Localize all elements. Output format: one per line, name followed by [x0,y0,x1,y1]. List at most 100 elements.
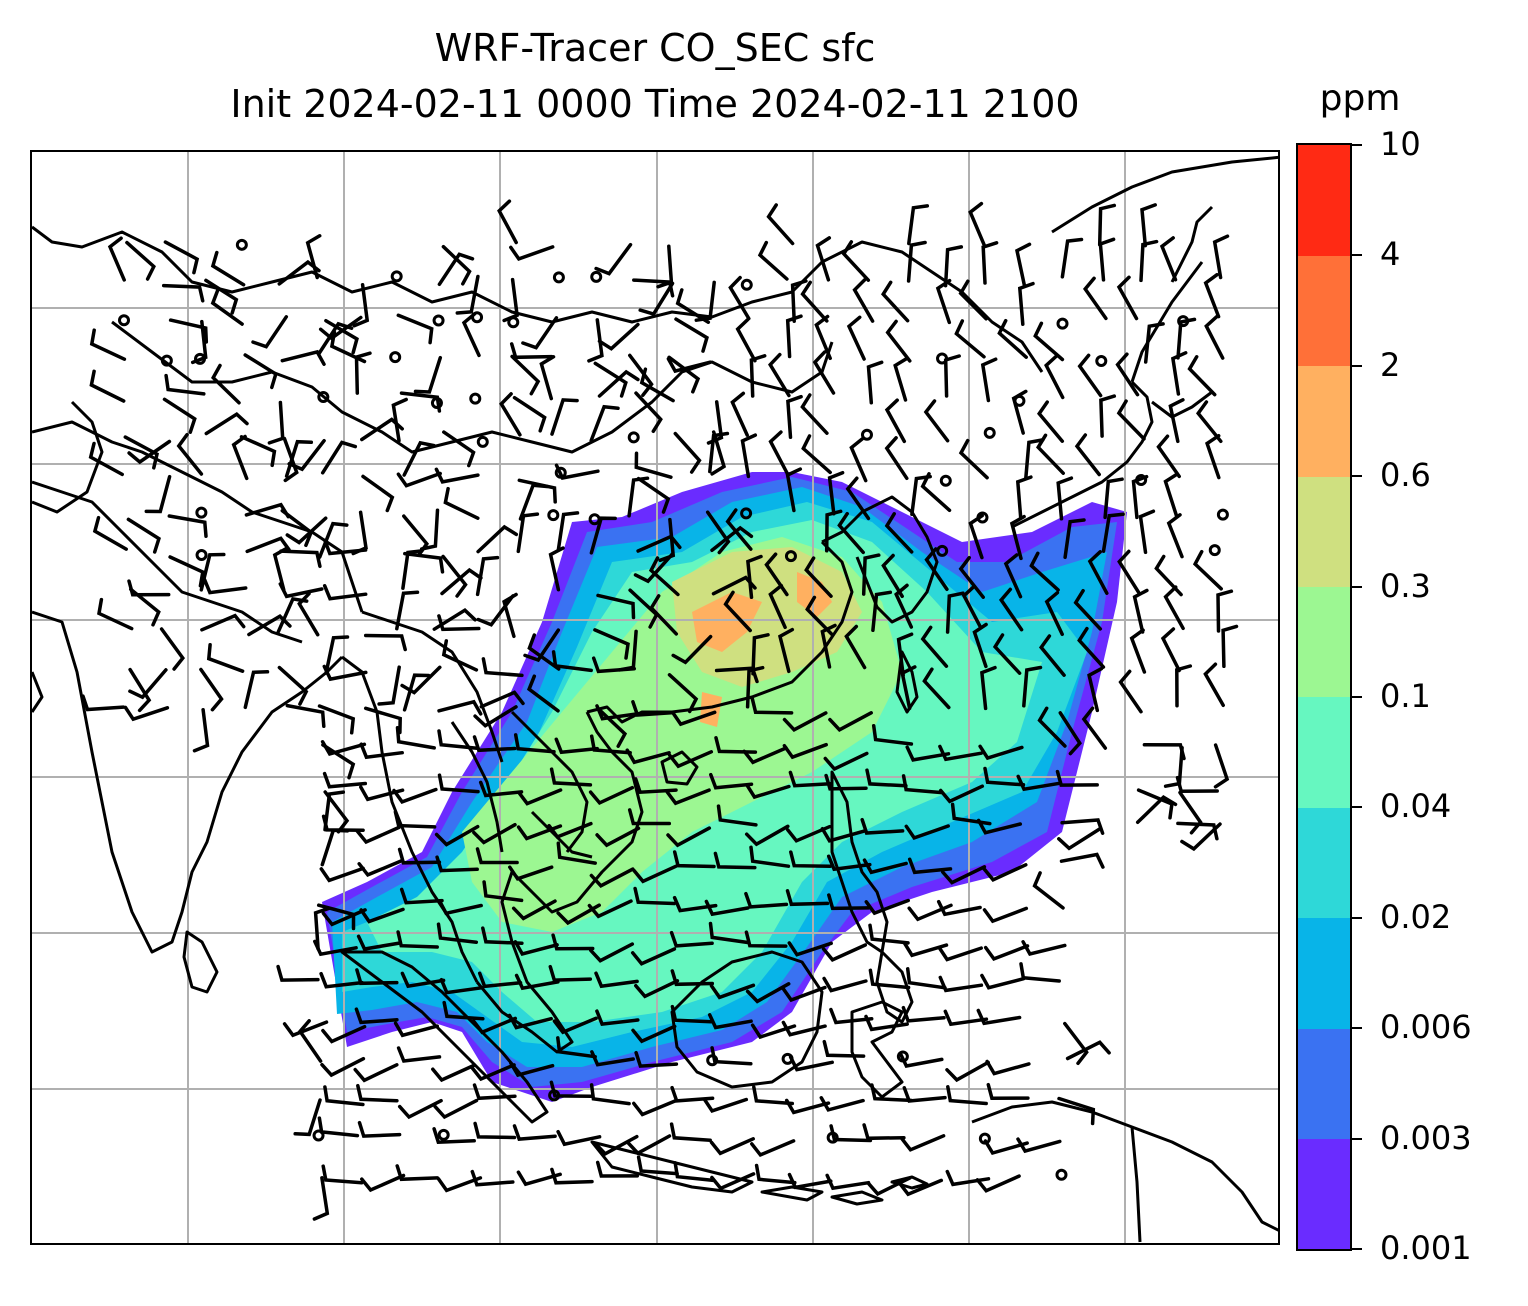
wind-barb [361,474,395,513]
wind-barb [744,824,790,847]
wind-barb [396,1046,442,1063]
wind-barb [1024,438,1045,480]
wind-barb [210,288,244,326]
wind-barb [785,824,832,843]
wind-barb [479,690,525,709]
coastline-segment [1051,155,1278,234]
wind-barb [211,363,241,405]
wind-barb-calm [317,390,330,403]
colorbar-label: 0.006 [1380,1008,1472,1047]
colorbar-tick [1352,585,1362,588]
wind-barb [548,964,593,982]
wind-barb [434,467,480,484]
wind-barb [393,1021,440,1038]
wind-barb [1077,353,1103,398]
wind-barb [968,513,984,560]
wind-barb [788,770,833,788]
wind-barb [750,696,794,715]
wind-barb [317,521,349,559]
wind-barb [868,968,911,990]
wind-barb [669,930,714,948]
wind-barb [868,923,910,945]
wind-barb [395,590,420,631]
wind-barb [958,279,988,321]
colorbar-segment [1298,1138,1350,1250]
wind-barb-calm [983,426,996,439]
wind-barb [1003,553,1023,599]
wind-barb [596,593,636,620]
wind-barb [671,634,713,665]
wind-barb [97,597,134,631]
colorbar-segment [1298,807,1350,919]
coastline-segment [530,810,593,859]
wind-barb [997,318,1028,359]
wind-barb [1205,433,1221,480]
wind-barb [1140,203,1157,248]
wind-barb [272,546,289,592]
wind-barb [750,1023,797,1040]
colorbar-segment [1298,1028,1350,1140]
wind-barb [849,437,868,483]
wind-barb [1129,628,1147,674]
wind-barb [901,1005,946,1023]
wind-barb [319,971,364,989]
wind-barb [282,436,299,483]
wind-barb [476,524,519,554]
wind-barb [595,1160,640,1178]
wind-barb [945,1060,990,1083]
wind-barb [749,354,767,398]
wind-barb [163,240,200,275]
map-canvas [32,152,1278,1243]
colorbar-label: 0.003 [1380,1118,1472,1157]
wind-barb [590,1050,635,1067]
wind-barb [320,740,367,756]
wind-barbs [81,199,1239,1221]
wind-barb [510,354,541,396]
wind-barb [399,887,444,905]
wind-barb [589,516,617,555]
wind-barb [1175,775,1219,793]
wind-barb [282,1020,329,1038]
wind-barb [317,704,356,735]
wind-barb [1103,477,1124,520]
wind-barb [523,628,561,663]
wind-barb [320,1056,366,1078]
wind-barb [744,891,789,909]
wind-barb [319,866,365,883]
wind-barb [1195,400,1223,444]
wind-barb [355,825,401,845]
wind-barb [781,985,827,1003]
wind-barb [1037,400,1065,443]
wind-barb [128,667,152,713]
wind-barb [670,969,715,987]
wind-barb [980,973,1026,990]
wind-barb [442,1000,485,1021]
wind-barb [634,979,680,999]
wind-barb [976,1008,1022,1026]
colorbar-tick [1352,916,1362,919]
wind-barb [897,1178,944,1197]
wind-barb [393,810,437,829]
wind-barb [785,467,803,513]
wind-barb [473,1121,517,1140]
wind-barb [982,906,1029,924]
wind-barb [470,1063,516,1082]
wind-barb [437,899,483,916]
wind-barb [627,476,650,518]
wind-barb [670,1085,715,1103]
wind-barb [247,614,292,637]
wind-barb [402,673,431,712]
wind-barb [1056,476,1074,521]
wind-barb [1203,272,1221,319]
wind-barb [204,278,239,315]
wind-barb [1163,585,1185,631]
wind-barb [675,288,711,324]
wind-barb-calm [118,314,131,327]
wind-barb [359,785,405,802]
wind-barb [820,826,866,843]
wind-barb [725,508,753,551]
wind-barb [1176,821,1219,841]
wind-barb [396,471,442,488]
wind-barb [1044,354,1065,400]
wind-barb [710,525,754,553]
